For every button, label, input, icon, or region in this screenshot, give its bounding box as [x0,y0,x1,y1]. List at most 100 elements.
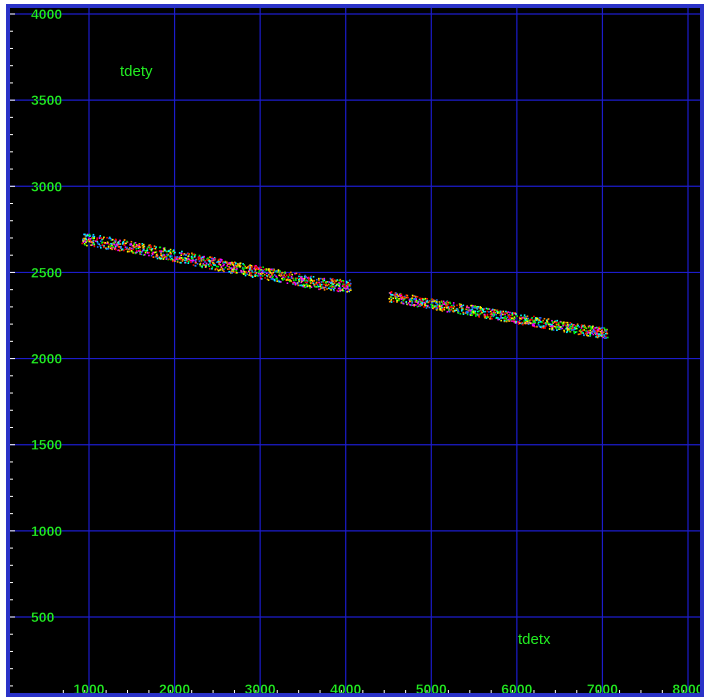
data-point [236,266,239,268]
data-point [290,280,293,283]
data-point [436,299,438,301]
data-point [255,274,258,277]
data-point [436,304,439,306]
data-point [521,316,524,319]
data-point [223,268,225,270]
data-point [444,304,447,307]
data-point [446,301,449,303]
data-point [566,321,569,324]
data-point [160,252,162,255]
data-point [82,241,85,243]
data-point [115,243,118,246]
data-point [551,323,553,326]
data-point [184,259,186,262]
data-point [160,250,162,252]
data-point [272,271,275,274]
data-point [432,306,435,308]
data-point [116,244,118,247]
data-point [558,328,560,330]
data-point [236,265,239,267]
data-point [180,254,183,257]
data-point [270,278,273,280]
data-point [90,240,93,243]
data-point [142,249,145,251]
data-point [511,314,514,317]
data-point [215,265,218,268]
data-point [394,297,397,300]
data-point [433,306,436,309]
data-point [124,248,127,251]
data-point [335,284,338,287]
data-point [205,265,207,268]
data-point [538,317,541,319]
data-point [503,319,506,322]
data-point [400,293,403,296]
data-point [204,261,206,263]
data-point [593,331,595,333]
data-point [219,269,221,271]
data-point [321,287,324,289]
data-point [389,296,392,298]
data-point [590,328,593,330]
data-point [589,334,592,337]
data-point [139,253,142,255]
data-point [265,272,268,275]
data-point [557,324,560,326]
data-point [439,305,441,308]
data-point [93,235,96,238]
data-point [300,281,303,284]
data-point [286,279,288,281]
data-point [582,329,584,332]
data-point [389,292,392,295]
data-point [309,282,312,285]
data-point [589,329,592,332]
data-point [101,242,103,244]
data-point [192,264,195,266]
data-point [133,242,136,244]
data-point [327,287,330,289]
data-point [419,297,421,300]
data-point [603,334,606,336]
data-point [180,257,183,259]
data-point [586,332,589,334]
data-point [272,278,274,281]
data-point [541,321,543,324]
data-point [534,317,537,319]
data-point [194,258,197,261]
data-point [484,316,486,319]
data-point [592,329,595,332]
data-point [161,256,163,259]
data-point [82,240,84,242]
data-point [423,303,426,305]
data-point [85,238,88,241]
data-point [469,308,471,311]
data-point [600,330,603,333]
data-point [322,280,324,282]
data-point [135,244,138,246]
data-point [148,246,151,249]
data-point [217,259,220,262]
data-point [279,275,282,277]
data-point [301,285,303,287]
data-point [194,259,197,262]
data-point [269,275,272,278]
data-point [105,248,108,250]
data-point [419,305,421,307]
data-point [440,300,443,303]
data-point [492,315,495,318]
data-point [415,301,418,303]
data-point [290,277,293,279]
data-point [515,321,518,323]
data-point [141,244,144,247]
data-point [297,278,300,281]
data-point [436,306,438,309]
data-point [155,256,157,258]
data-point [447,308,450,311]
data-point [217,261,219,263]
data-point [150,249,153,251]
data-point [550,324,553,327]
data-point [449,306,451,309]
data-point [563,321,565,324]
data-point [183,253,186,255]
data-point [248,269,251,272]
